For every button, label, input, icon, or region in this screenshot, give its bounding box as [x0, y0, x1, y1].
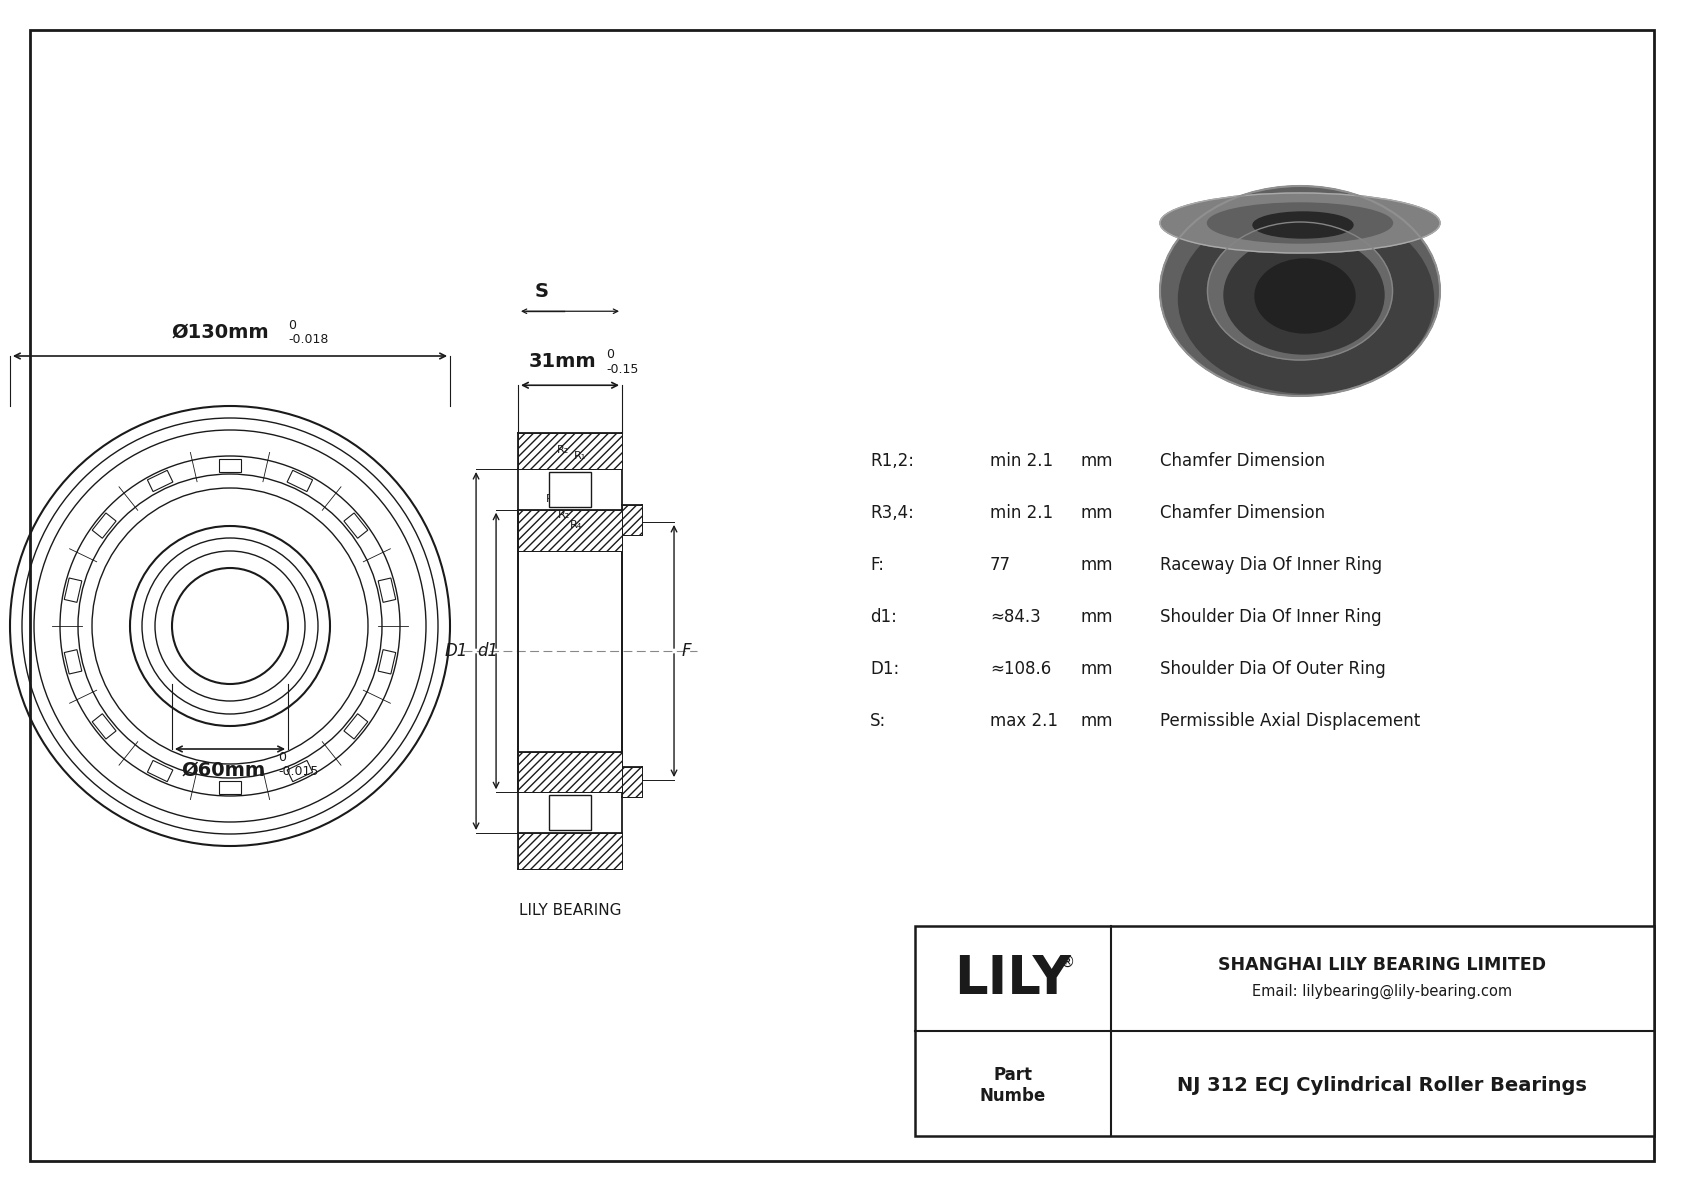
Text: mm: mm	[1079, 607, 1113, 626]
Bar	[621, 767, 642, 797]
Text: 0: 0	[278, 752, 286, 763]
Bar	[549, 472, 591, 506]
Text: D1: D1	[445, 642, 468, 660]
Text: d1: d1	[477, 642, 498, 660]
Bar	[519, 510, 621, 550]
Text: Ø130mm: Ø130mm	[172, 323, 269, 342]
Text: d1:: d1:	[871, 607, 898, 626]
Text: Chamfer Dimension: Chamfer Dimension	[1160, 504, 1325, 522]
Bar	[519, 752, 621, 792]
Text: LILY: LILY	[955, 953, 1071, 1004]
Bar	[519, 833, 621, 868]
Ellipse shape	[1207, 222, 1393, 360]
Text: ≈84.3: ≈84.3	[990, 607, 1041, 626]
Text: LILY BEARING: LILY BEARING	[519, 903, 621, 918]
Text: D1:: D1:	[871, 660, 899, 678]
Text: ≈108.6: ≈108.6	[990, 660, 1051, 678]
Text: Shoulder Dia Of Inner Ring: Shoulder Dia Of Inner Ring	[1160, 607, 1381, 626]
Bar	[519, 793, 621, 833]
Text: 77: 77	[990, 556, 1010, 574]
Bar	[621, 767, 642, 797]
Text: min 2.1: min 2.1	[990, 504, 1052, 522]
Text: R₂: R₂	[557, 510, 571, 519]
Text: R₂: R₂	[557, 445, 569, 455]
Bar	[519, 434, 621, 469]
Bar	[621, 505, 642, 536]
Text: mm: mm	[1079, 660, 1113, 678]
Ellipse shape	[1179, 205, 1433, 393]
Text: Permissible Axial Displacement: Permissible Axial Displacement	[1160, 712, 1420, 730]
Text: 31mm: 31mm	[529, 353, 596, 372]
Bar	[519, 510, 621, 550]
Ellipse shape	[1224, 236, 1384, 354]
Text: R₁: R₁	[546, 494, 557, 504]
Bar	[519, 752, 621, 792]
Text: max 2.1: max 2.1	[990, 712, 1058, 730]
Text: Part
Numbe: Part Numbe	[980, 1066, 1046, 1105]
Bar	[549, 796, 591, 830]
Text: R₄: R₄	[569, 519, 583, 530]
Text: R₃: R₃	[574, 473, 586, 484]
Text: 0: 0	[288, 319, 296, 332]
Text: S:: S:	[871, 712, 886, 730]
Text: -0.018: -0.018	[288, 333, 328, 347]
Text: NJ 312 ECJ Cylindrical Roller Bearings: NJ 312 ECJ Cylindrical Roller Bearings	[1177, 1077, 1588, 1095]
Text: SHANGHAI LILY BEARING LIMITED: SHANGHAI LILY BEARING LIMITED	[1219, 955, 1546, 973]
Text: Ø60mm: Ø60mm	[182, 761, 266, 780]
Ellipse shape	[1253, 212, 1352, 238]
Text: Chamfer Dimension: Chamfer Dimension	[1160, 453, 1325, 470]
Text: min 2.1: min 2.1	[990, 453, 1052, 470]
Text: R₁: R₁	[574, 451, 586, 461]
Ellipse shape	[1160, 193, 1440, 252]
Text: mm: mm	[1079, 453, 1113, 470]
Bar	[621, 505, 642, 536]
Text: 0: 0	[606, 348, 615, 361]
Text: S: S	[536, 282, 549, 301]
Text: ®: ®	[1061, 955, 1076, 969]
Text: Email: lilybearing@lily-bearing.com: Email: lilybearing@lily-bearing.com	[1253, 984, 1512, 999]
Bar	[519, 833, 621, 868]
Text: -0.015: -0.015	[278, 765, 318, 778]
Text: -0.15: -0.15	[606, 363, 638, 376]
Bar	[519, 469, 621, 510]
Text: R3,4:: R3,4:	[871, 504, 914, 522]
Text: F: F	[682, 642, 692, 660]
Text: F:: F:	[871, 556, 884, 574]
Ellipse shape	[1255, 258, 1356, 333]
Text: mm: mm	[1079, 504, 1113, 522]
Bar	[519, 434, 621, 469]
Ellipse shape	[1207, 202, 1393, 243]
Text: Raceway Dia Of Inner Ring: Raceway Dia Of Inner Ring	[1160, 556, 1383, 574]
Text: Shoulder Dia Of Outer Ring: Shoulder Dia Of Outer Ring	[1160, 660, 1386, 678]
Text: mm: mm	[1079, 712, 1113, 730]
Text: mm: mm	[1079, 556, 1113, 574]
Text: R1,2:: R1,2:	[871, 453, 914, 470]
Bar	[914, 925, 1654, 1136]
Ellipse shape	[1160, 186, 1440, 395]
